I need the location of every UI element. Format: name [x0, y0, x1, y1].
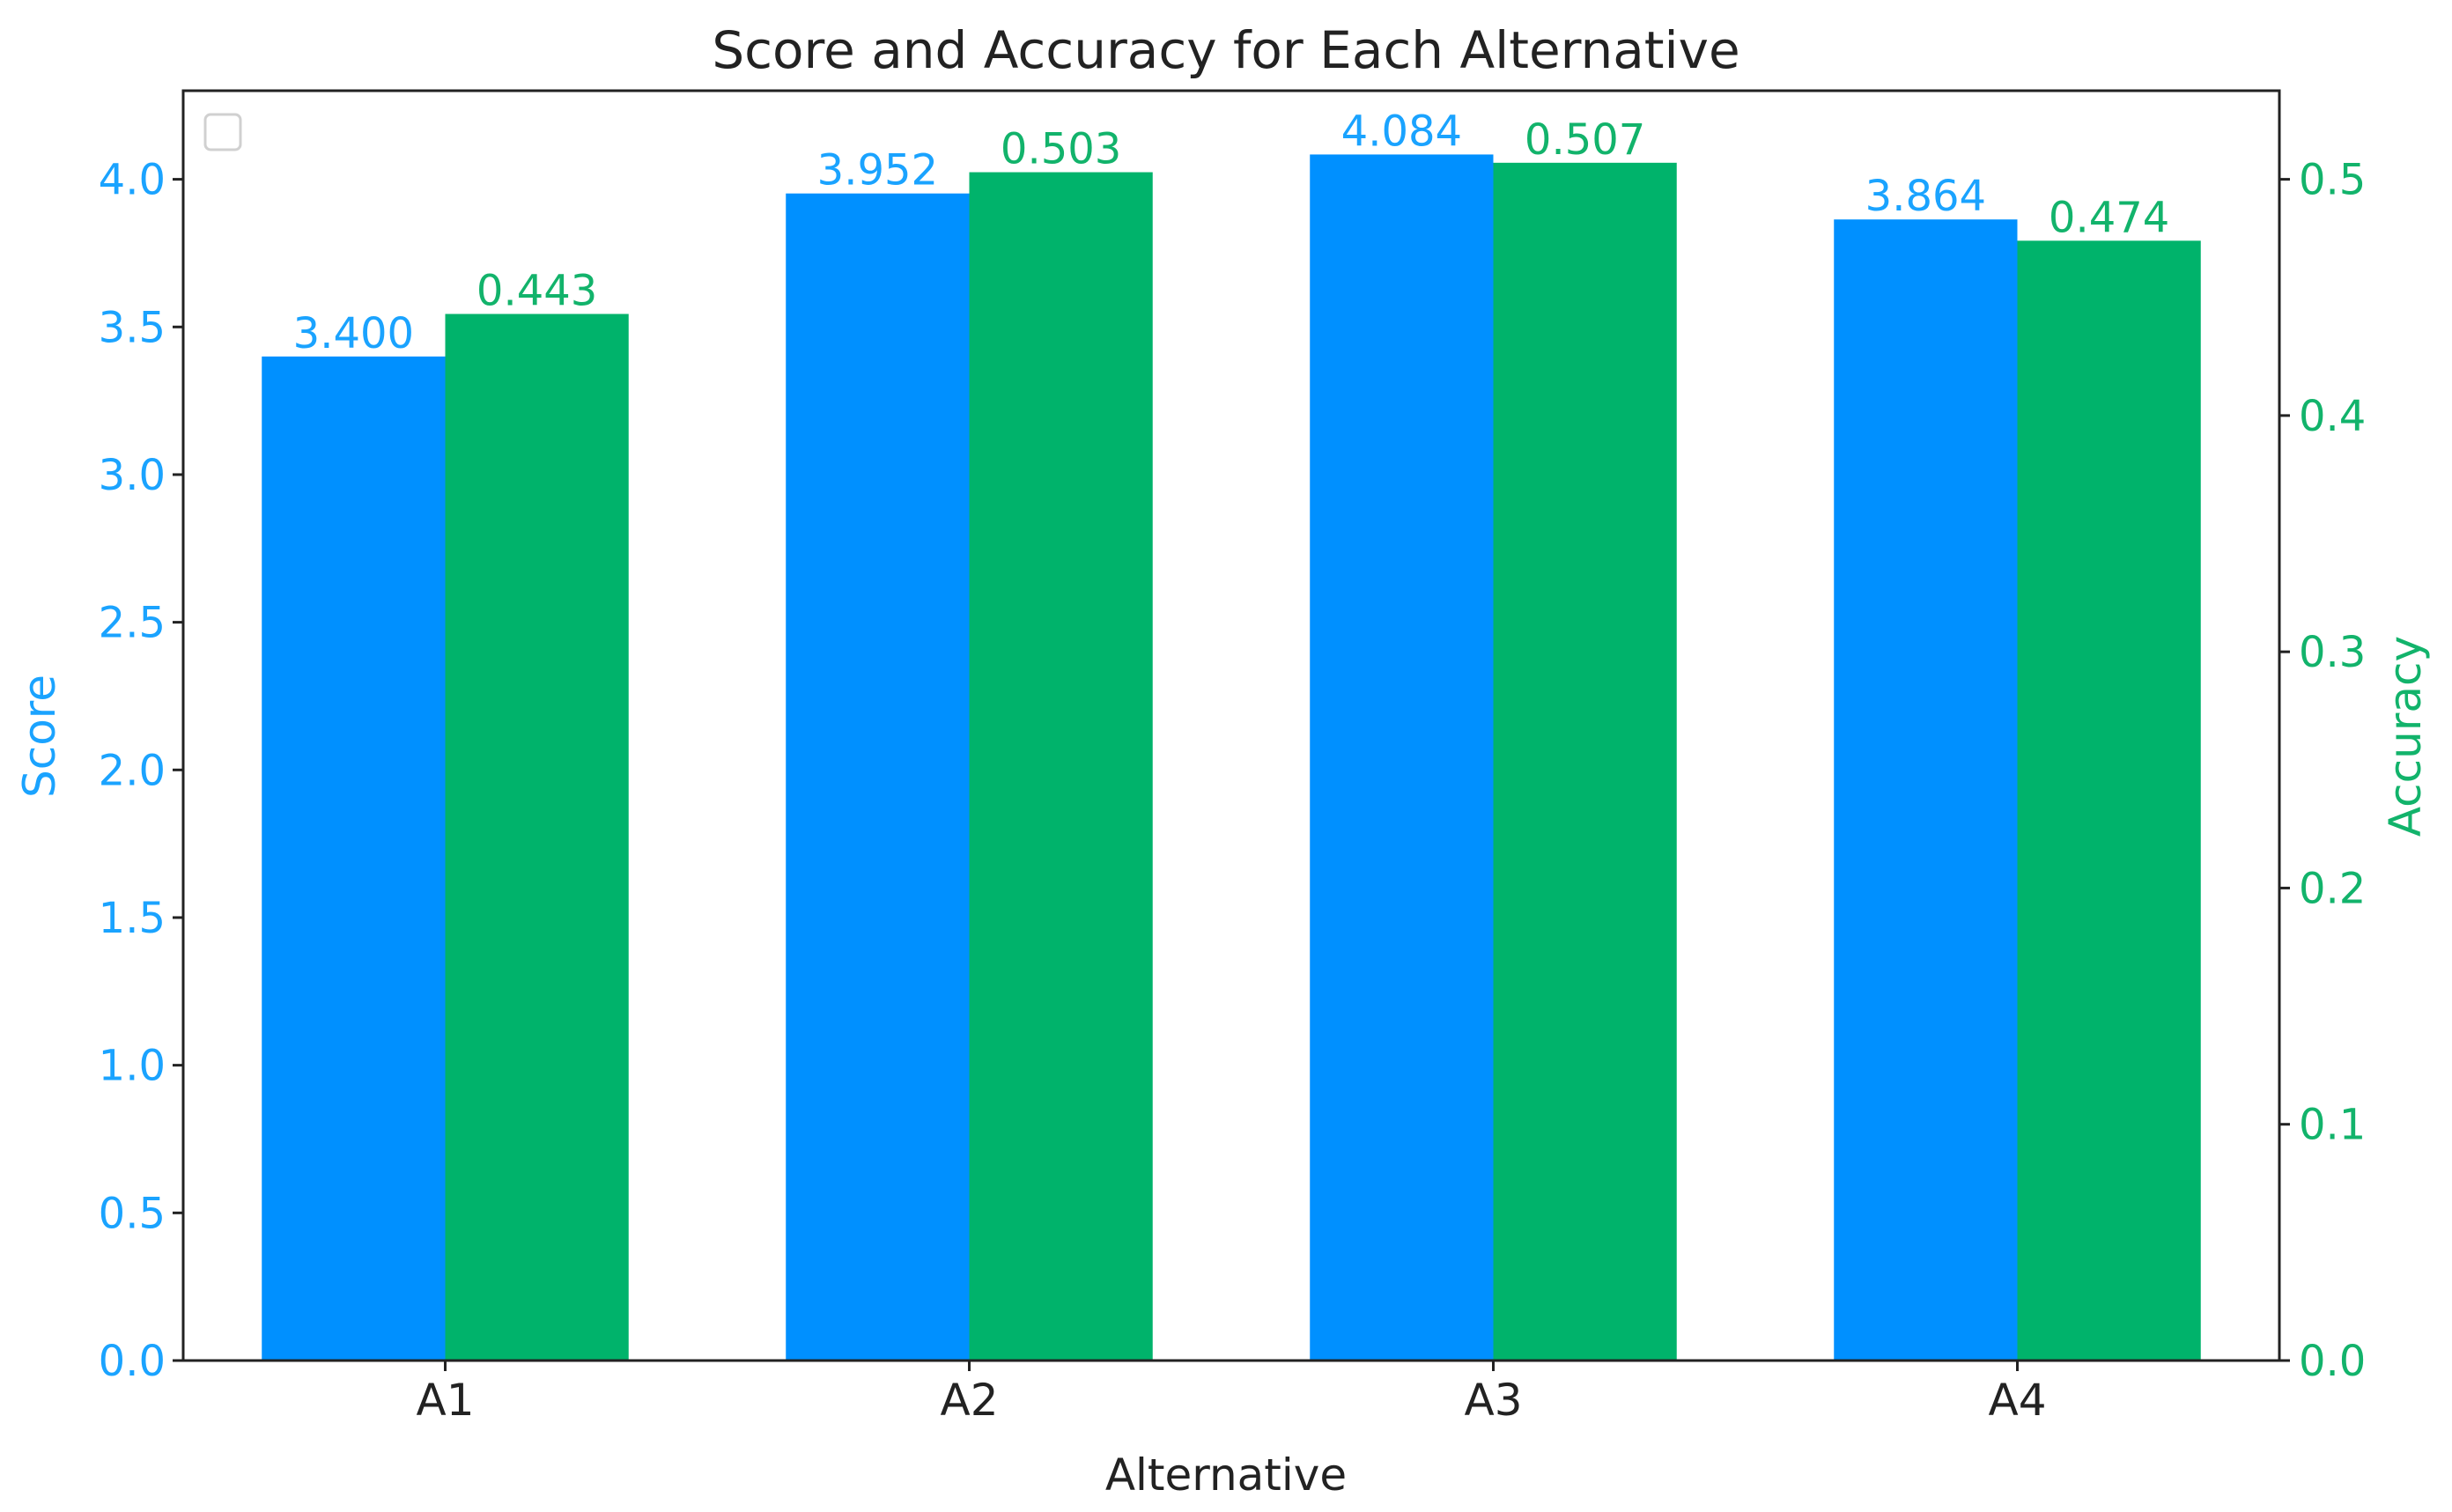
- y-tick-label-right: 0.2: [2299, 864, 2366, 913]
- y-tick-label-left: 2.0: [99, 746, 166, 795]
- score-bar-A1: [262, 356, 446, 1361]
- x-tick-label-A1: A1: [416, 1375, 474, 1426]
- y-tick-label-left: 2.5: [99, 599, 166, 648]
- y-tick-label-right: 0.5: [2299, 156, 2366, 205]
- score-value-label-A4: 3.864: [1865, 172, 1986, 221]
- y-tick-label-right: 0.0: [2299, 1337, 2366, 1386]
- y-tick-label-right: 0.3: [2299, 628, 2366, 677]
- score-value-label-A2: 3.952: [817, 146, 938, 195]
- x-tick-label-A2: A2: [940, 1375, 998, 1426]
- accuracy-bar-A4: [2017, 240, 2201, 1361]
- y-tick-label-left: 0.0: [99, 1337, 166, 1386]
- y-tick-label-left: 0.5: [99, 1189, 166, 1238]
- legend-box: [203, 113, 242, 151]
- score-value-label-A1: 3.400: [293, 309, 414, 358]
- y-tick-label-left: 1.0: [99, 1042, 166, 1091]
- plot-frame: [181, 89, 2281, 1362]
- plot-area: 3.400 3.952 4.084 3.864 0.443 0.503 0.507 0.474…: [99, 89, 2366, 1426]
- y-tick-label-left: 1.5: [99, 894, 166, 943]
- accuracy-bar-A1: [445, 313, 629, 1361]
- y-axis-label-right: Accuracy: [2380, 636, 2431, 837]
- chart-title: Score and Accuracy for Each Alternative: [712, 20, 1739, 80]
- x-axis-label: Alternative: [1105, 1449, 1347, 1501]
- y-tick-label-left: 4.0: [99, 156, 166, 205]
- y-axis-label-left: Score: [14, 675, 65, 798]
- x-tick-label-A3: A3: [1464, 1375, 1522, 1426]
- accuracy-bar-A2: [969, 172, 1153, 1361]
- y-tick-label-left: 3.5: [99, 303, 166, 352]
- y-tick-label-right: 0.1: [2299, 1101, 2366, 1150]
- y-tick-label-right: 0.4: [2299, 392, 2366, 441]
- accuracy-value-label-A2: 0.503: [1001, 125, 1121, 174]
- score-bar-A2: [786, 193, 970, 1361]
- score-value-label-A3: 4.084: [1341, 107, 1462, 156]
- score-bar-A3: [1310, 154, 1494, 1361]
- accuracy-value-label-A1: 0.443: [476, 267, 597, 316]
- y-tick-label-left: 3.0: [99, 451, 166, 500]
- accuracy-value-label-A4: 0.474: [2049, 193, 2169, 242]
- accuracy-bar-A3: [1493, 162, 1677, 1361]
- accuracy-value-label-A3: 0.507: [1525, 115, 1645, 165]
- x-tick-label-A4: A4: [1988, 1375, 2046, 1426]
- score-bar-A4: [1834, 219, 2018, 1361]
